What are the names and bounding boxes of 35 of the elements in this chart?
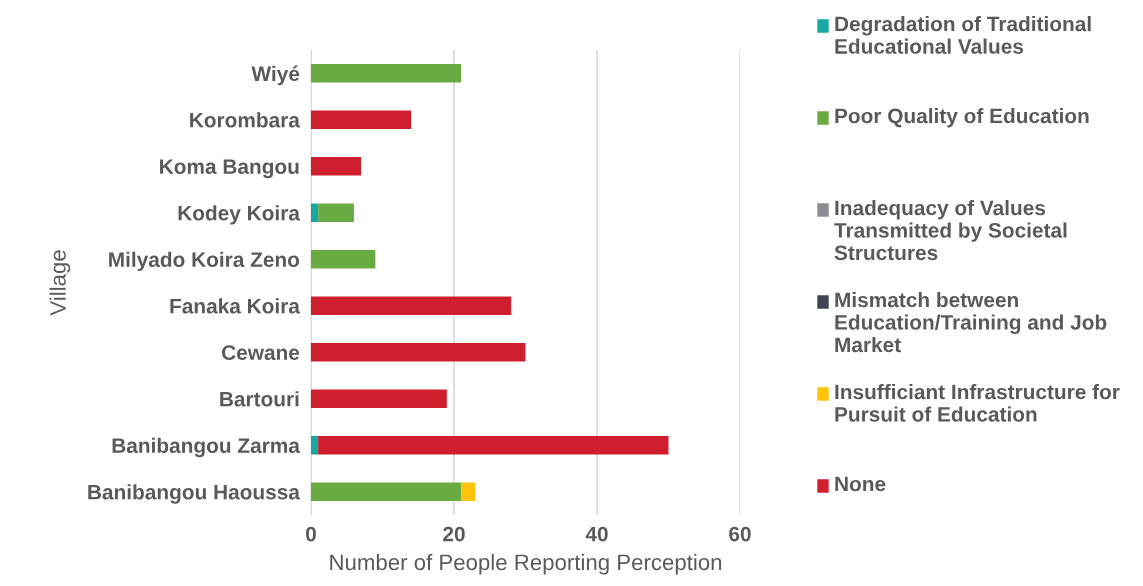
bar (461, 482, 476, 502)
bar (318, 203, 354, 223)
y-tick-label: Korombara (190, 112, 301, 128)
bar (311, 342, 526, 362)
legend-label: Inadequacy of Values Transmitted by Societal Structures (834, 200, 1067, 261)
x-tick-label: 40 (585, 526, 608, 542)
bar (311, 63, 462, 83)
legend-label: Degradation of Traditional Educational Values (835, 16, 1091, 54)
bar (311, 249, 376, 269)
y-tick-label: Milyado Koira Zeno (109, 251, 300, 272)
x-axis-title: Number of People Reporting Perception (330, 553, 722, 575)
bar (311, 296, 512, 316)
x-tick-label: 60 (729, 526, 751, 542)
bar (318, 435, 669, 455)
bar (311, 156, 362, 176)
y-tick-label: Fanaka Koira (170, 298, 301, 314)
y-tick-label: Bartouri (220, 391, 299, 407)
legend-label: Mismatch between Education/Training and Job Market (835, 292, 1107, 353)
legend-label: None (835, 476, 886, 492)
y-tick-label: Koma Bangou (160, 159, 299, 179)
legend-label: Insufficiant Infrastructure for Pursuit of Education (835, 384, 1120, 422)
bar (311, 482, 462, 502)
legend-label: Poor Quality of Education (835, 108, 1089, 128)
bar (311, 389, 447, 409)
y-tick-label: Cewane (222, 345, 300, 360)
y-tick-label: Banibangou Haoussa (88, 484, 301, 504)
y-tick-label: Kodey Koira (178, 205, 301, 225)
x-tick-label: 20 (443, 526, 465, 542)
bar (311, 203, 319, 223)
y-axis-title: Village (49, 250, 71, 316)
x-tick-label: 0 (306, 526, 316, 542)
bar (311, 435, 319, 455)
y-tick-label: Wiyé (251, 65, 300, 86)
y-tick-label: Banibangou Zarma (112, 437, 301, 458)
bar (311, 110, 412, 130)
